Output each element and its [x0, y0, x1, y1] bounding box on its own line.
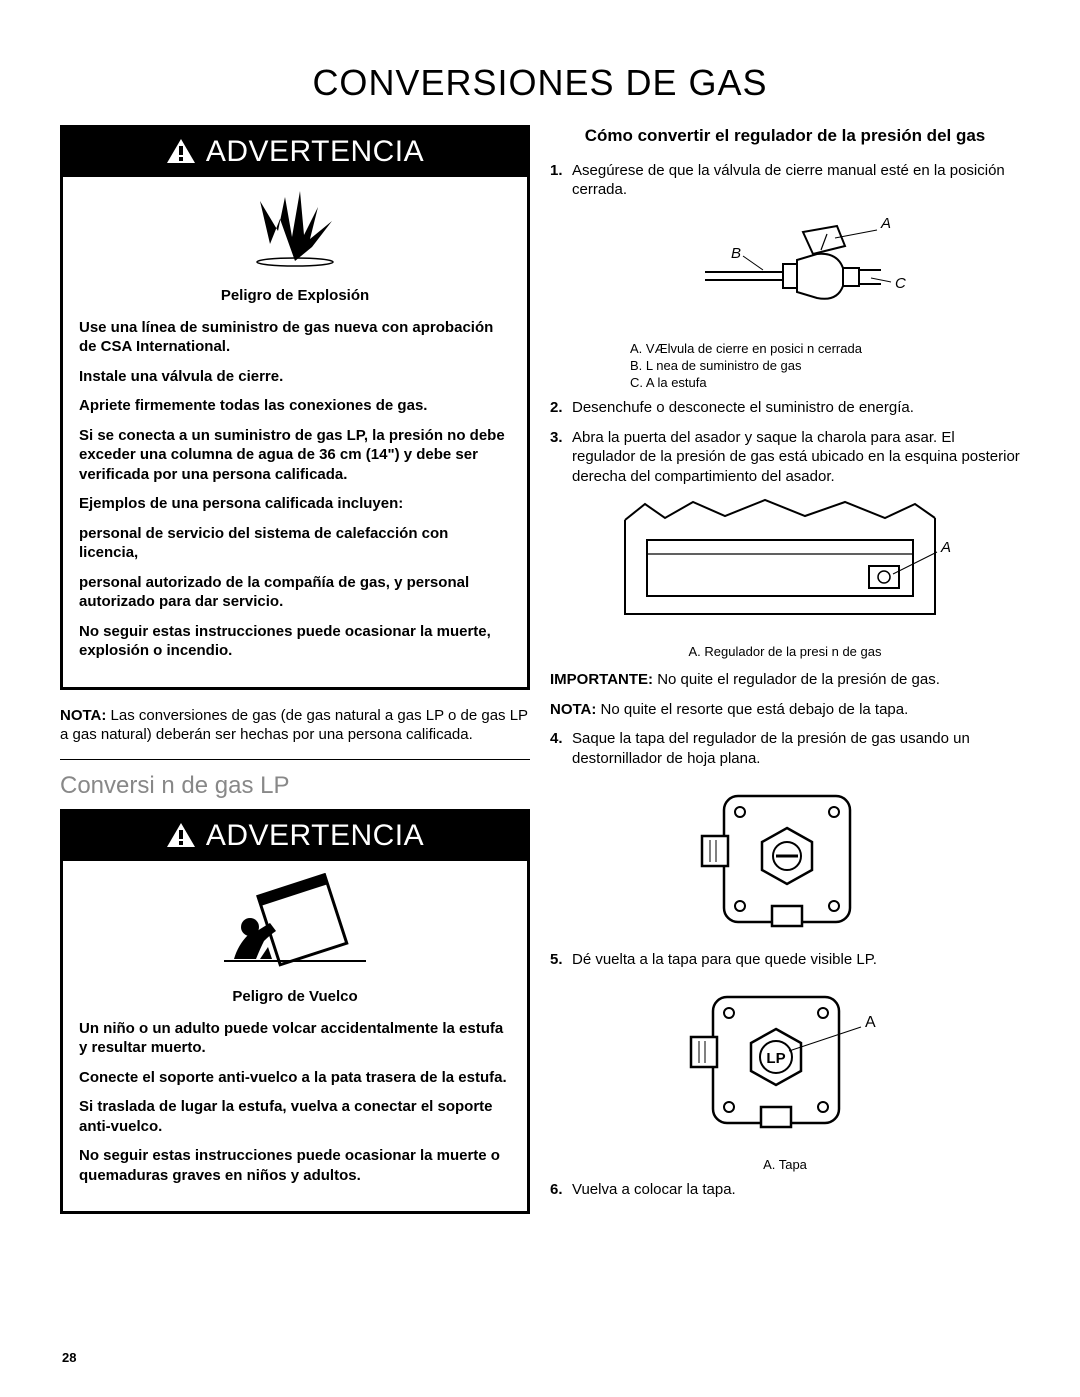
label-b: B: [731, 245, 741, 262]
divider: [60, 759, 530, 760]
step-text: Desenchufe o desconecte el suministro de…: [572, 398, 1020, 418]
step-item: 2. Desenchufe o desconecte el suministro…: [550, 398, 1020, 418]
step-number: 4.: [550, 729, 572, 768]
warning-header: ADVERTENCIA: [63, 812, 527, 861]
warning-text: Un niño o un adulto puede volcar acciden…: [79, 1019, 511, 1058]
hazard-title: Peligro de Explosión: [79, 286, 511, 306]
nota-label: NOTA:: [60, 707, 106, 724]
warning-label: ADVERTENCIA: [206, 816, 424, 855]
valve-diagram-icon: A B C: [645, 210, 925, 330]
step-number: 6.: [550, 1180, 572, 1200]
warning-box-tipover: ADVERTENCIA Peligro d: [60, 809, 530, 1215]
warning-label: ADVERTENCIA: [206, 132, 424, 171]
step-item: 1. Asegúrese de que la válvula de cierre…: [550, 161, 1020, 200]
warning-text: Use una línea de suministro de gas nueva…: [79, 318, 511, 357]
step-number: 3.: [550, 428, 572, 487]
tipover-icon: [220, 873, 370, 968]
lp-label: LP: [766, 1050, 785, 1067]
figure-regulator-location: A A. Regulador de la presi n de gas: [550, 496, 1020, 660]
warning-box-explosion: ADVERTENCIA Peligro de Explosión Use una…: [60, 125, 530, 690]
nota-text: No quite el resorte que está debajo de l…: [596, 701, 908, 718]
regulator-cap-icon: [700, 778, 870, 938]
warning-text: Apriete firmemente todas las conexiones …: [79, 396, 511, 416]
label-a: A: [940, 539, 951, 556]
warning-header: ADVERTENCIA: [63, 128, 527, 177]
warning-text: personal de servicio del sistema de cale…: [79, 524, 511, 563]
nota-label: NOTA:: [550, 701, 596, 718]
alert-triangle-icon: [166, 138, 196, 164]
warning-text: Si traslada de lugar la estufa, vuelva a…: [79, 1097, 511, 1136]
caption-line: C. A la estufa: [630, 375, 1020, 392]
step-text: Asegúrese de que la válvula de cierre ma…: [572, 161, 1020, 200]
step-item: 6. Vuelva a colocar la tapa.: [550, 1180, 1020, 1200]
steps-list: 4. Saque la tapa del regulador de la pre…: [550, 729, 1020, 768]
figure-valve: A B C: [550, 210, 1020, 392]
important-text: No quite el regulador de la presión de g…: [653, 671, 940, 688]
figure-regulator-cap: [550, 778, 1020, 944]
step-item: 3. Abra la puerta del asador y saque la …: [550, 428, 1020, 487]
caption-line: A. VÆlvula de cierre en posici n cerrada: [630, 341, 1020, 358]
step-number: 5.: [550, 950, 572, 970]
warning-body: Peligro de Vuelco Un niño o un adulto pu…: [63, 981, 527, 1211]
left-column: ADVERTENCIA Peligro de Explosión Use una…: [60, 125, 530, 1231]
figure-caption: A. Regulador de la presi n de gas: [550, 644, 1020, 661]
warning-text: Ejemplos de una persona calificada inclu…: [79, 494, 511, 514]
alert-triangle-icon: [166, 822, 196, 848]
steps-list: 6. Vuelva a colocar la tapa.: [550, 1180, 1020, 1200]
step-text: Dé vuelta a la tapa para que quede visib…: [572, 950, 1020, 970]
step-text: Saque la tapa del regulador de la presió…: [572, 729, 1020, 768]
caption-line: B. L nea de suministro de gas: [630, 358, 1020, 375]
page-title: CONVERSIONES DE GAS: [60, 60, 1020, 107]
regulator-lp-icon: LP A: [685, 979, 885, 1149]
figure-caption: A. VÆlvula de cierre en posici n cerrada…: [630, 341, 1020, 392]
steps-list: 2. Desenchufe o desconecte el suministro…: [550, 398, 1020, 486]
label-a: A: [880, 215, 891, 232]
step-number: 2.: [550, 398, 572, 418]
explosion-icon: [250, 189, 340, 267]
step-item: 4. Saque la tapa del regulador de la pre…: [550, 729, 1020, 768]
warning-text: Conecte el soporte anti-vuelco a la pata…: [79, 1068, 511, 1088]
nota-paragraph: NOTA: Las conversiones de gas (de gas na…: [60, 706, 530, 745]
step-text: Vuelva a colocar la tapa.: [572, 1180, 1020, 1200]
warning-text: Si se conecta a un suministro de gas LP,…: [79, 426, 511, 485]
warning-text: personal autorizado de la compañía de ga…: [79, 573, 511, 612]
lp-conversion-subtitle: Conversi n de gas LP: [60, 770, 530, 801]
step-text: Abra la puerta del asador y saque la cha…: [572, 428, 1020, 487]
important-paragraph: IMPORTANTE: No quite el regulador de la …: [550, 670, 1020, 690]
figure-caption: A. Tapa: [550, 1157, 1020, 1174]
right-column: Cómo convertir el regulador de la presió…: [550, 125, 1020, 1231]
steps-list: 5. Dé vuelta a la tapa para que quede vi…: [550, 950, 1020, 970]
warning-text: No seguir estas instrucciones puede ocas…: [79, 622, 511, 661]
steps-list: 1. Asegúrese de que la válvula de cierre…: [550, 161, 1020, 200]
warning-body: Peligro de Explosión Use una línea de su…: [63, 280, 527, 687]
section-title: Cómo convertir el regulador de la presió…: [550, 125, 1020, 147]
warning-text: No seguir estas instrucciones puede ocas…: [79, 1146, 511, 1185]
step-number: 1.: [550, 161, 572, 200]
step-item: 5. Dé vuelta a la tapa para que quede vi…: [550, 950, 1020, 970]
figure-regulator-lp: LP A A. Tapa: [550, 979, 1020, 1173]
two-column-layout: ADVERTENCIA Peligro de Explosión Use una…: [60, 125, 1020, 1231]
hazard-title: Peligro de Vuelco: [79, 987, 511, 1007]
explosion-icon-row: [63, 177, 527, 281]
label-c: C: [895, 275, 906, 292]
label-a: A: [865, 1014, 876, 1031]
page-number: 28: [62, 1350, 76, 1367]
tipover-icon-row: [63, 861, 527, 982]
nota-paragraph: NOTA: No quite el resorte que está debaj…: [550, 700, 1020, 720]
broiler-diagram-icon: A: [615, 496, 955, 636]
nota-text: Las conversiones de gas (de gas natural …: [60, 707, 528, 744]
important-label: IMPORTANTE:: [550, 671, 653, 688]
warning-text: Instale una válvula de cierre.: [79, 367, 511, 387]
